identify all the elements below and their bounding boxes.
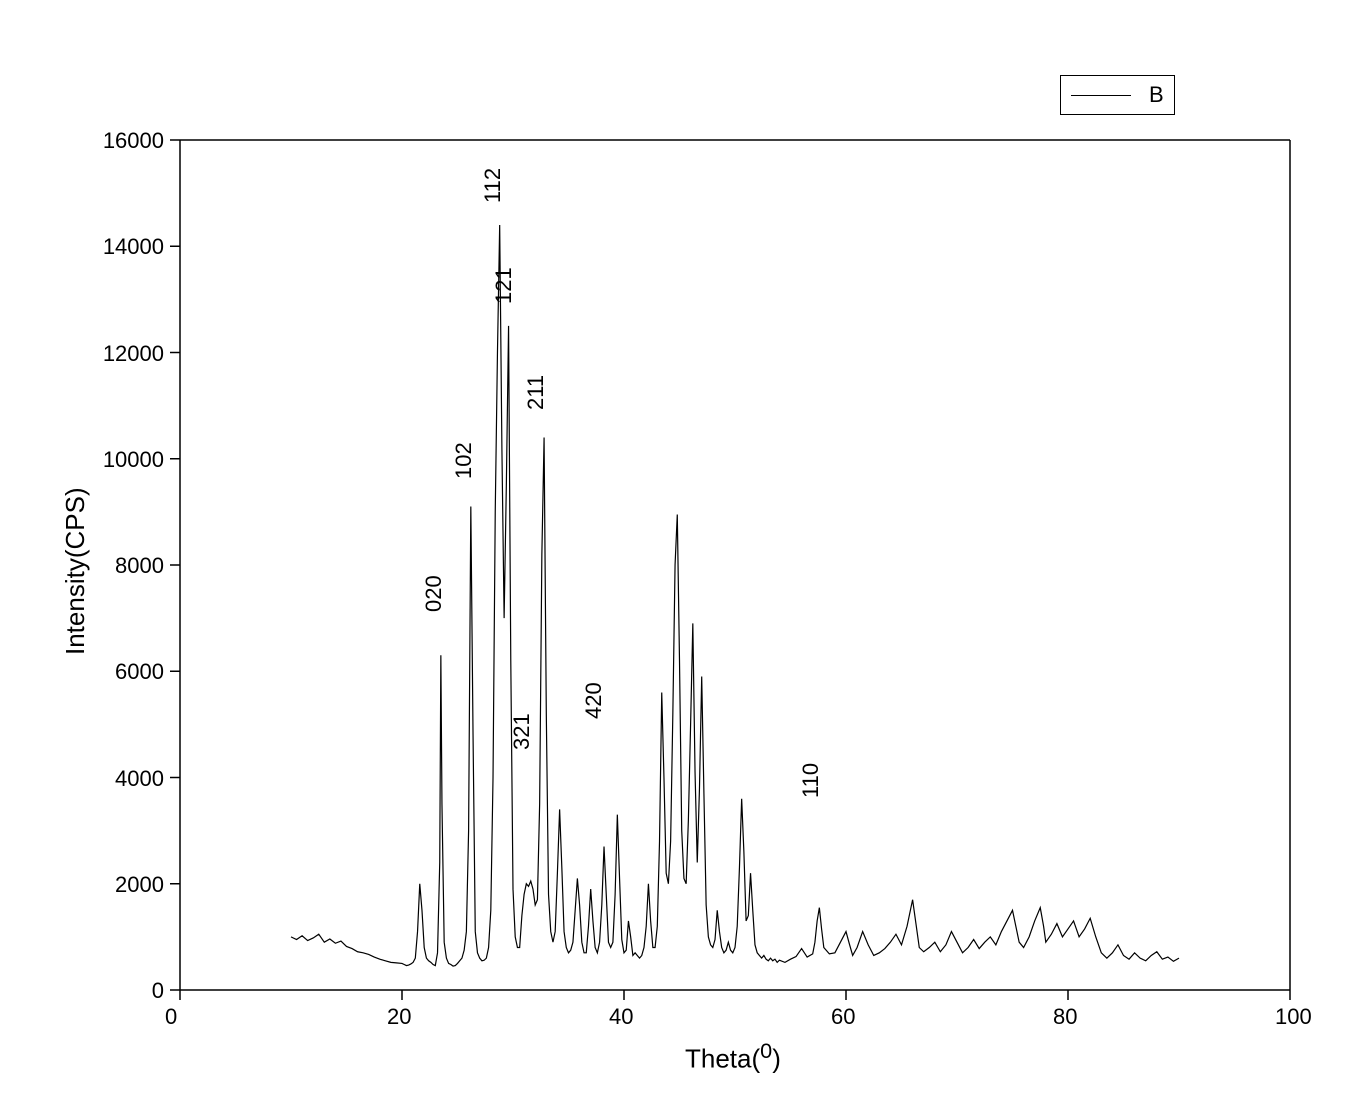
y-tick-label: 14000	[103, 234, 164, 260]
y-tick-label: 6000	[115, 659, 164, 685]
x-tick-label: 20	[387, 1004, 411, 1030]
y-tick-label: 4000	[115, 766, 164, 792]
chart-container: B Intensity(CPS) Theta(0) 02040608010002…	[0, 0, 1372, 1114]
peak-label: 112	[480, 168, 506, 203]
y-axis-label: Intensity(CPS)	[60, 487, 91, 655]
xrd-plot	[0, 0, 1372, 1114]
x-tick-label: 40	[609, 1004, 633, 1030]
x-tick-label: 60	[831, 1004, 855, 1030]
x-tick-label: 100	[1275, 1004, 1312, 1030]
y-tick-label: 12000	[103, 341, 164, 367]
peak-label: 121	[491, 267, 517, 304]
peak-label: 321	[509, 714, 535, 751]
x-axis-label-prefix: Theta(	[685, 1044, 760, 1074]
x-axis-superscript: 0	[760, 1038, 772, 1063]
y-tick-label: 0	[152, 978, 164, 1004]
peak-label: 102	[451, 443, 477, 480]
peak-label: 020	[421, 576, 447, 613]
y-tick-label: 8000	[115, 553, 164, 579]
y-tick-label: 2000	[115, 872, 164, 898]
x-tick-label: 0	[165, 1004, 177, 1030]
peak-label: 110	[798, 763, 824, 798]
peak-label: 211	[523, 375, 549, 410]
x-axis-label: Theta(0)	[685, 1038, 781, 1075]
x-axis-label-suffix: )	[772, 1044, 781, 1074]
peak-label: 420	[581, 682, 607, 719]
y-tick-label: 16000	[103, 128, 164, 154]
y-tick-label: 10000	[103, 447, 164, 473]
x-tick-label: 80	[1053, 1004, 1077, 1030]
